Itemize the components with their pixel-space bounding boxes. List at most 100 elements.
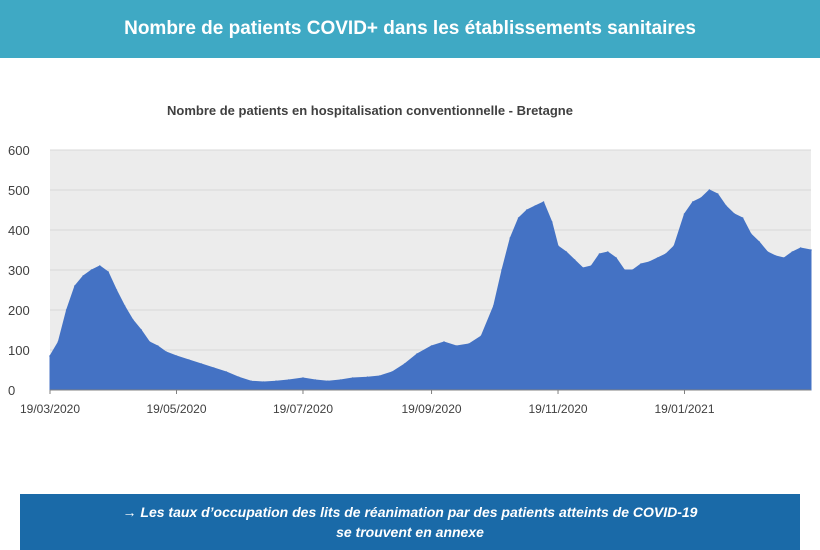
data-point [275,380,277,383]
data-point [598,253,601,255]
data-point [468,343,470,345]
data-point [455,345,458,347]
x-tick-label: 19/09/2020 [402,402,462,416]
data-point [188,359,190,361]
data-point [783,257,785,259]
data-point [443,341,445,343]
data-point [750,233,752,235]
data-point [416,353,418,355]
data-point [700,197,702,199]
data-point [656,257,659,259]
data-point [49,355,51,357]
data-point [430,345,433,347]
y-tick-label: 600 [8,143,30,158]
x-tick-label: 19/05/2020 [146,402,206,416]
data-point [74,285,76,287]
data-point [366,376,369,379]
data-point [673,245,675,247]
data-point [302,377,304,379]
data-point [607,251,609,253]
data-point [648,261,651,263]
data-point [791,251,794,253]
data-point [132,319,134,321]
data-point [123,305,126,307]
chart-title: Nombre de patients en hospitalisation co… [167,103,573,118]
data-point [708,189,711,191]
data-point [480,335,483,337]
data-point [213,367,215,369]
data-point [542,201,545,203]
data-point [582,267,584,269]
data-point [683,213,686,215]
data-point [758,241,760,243]
header-banner: Nombre de patients COVID+ dans les établ… [0,0,820,58]
x-tick-label: 19/03/2020 [20,402,80,416]
y-tick-label: 300 [8,263,30,278]
footer-line-1: → Les taux d’occupation des lits de réan… [122,504,698,520]
data-point [573,259,576,261]
area-series [49,189,812,391]
data-point [492,305,495,307]
data-point [557,245,559,247]
area-chart: 0 100 200 300 400 500 600 19/03/2020 19/05/2020 1… [8,143,812,416]
x-tick-label: 19/11/2020 [528,402,587,416]
data-point [314,379,317,381]
data-point [665,253,667,255]
y-tick-label: 200 [8,303,30,318]
data-point [82,275,84,277]
data-point [526,209,528,211]
data-point [351,377,354,379]
data-point [157,345,159,347]
data-point [107,271,109,273]
footer-banner: → Les taux d’occupation des lits de réan… [20,494,800,550]
data-point [517,217,520,219]
data-point [339,379,342,381]
data-point [327,380,329,383]
data-point [565,251,568,253]
data-point [551,221,553,223]
data-point [640,263,642,265]
data-point [501,269,503,271]
data-point [115,289,118,291]
data-point [90,269,93,271]
data-point [534,205,536,207]
data-point [287,379,290,381]
data-point [590,265,592,267]
x-tick-label: 19/01/2021 [654,402,714,416]
data-point [623,269,626,271]
data-point [615,257,617,259]
data-point [766,251,769,253]
data-point [391,371,393,373]
data-point [774,255,777,257]
footer-line-2: se trouvent en annexe [336,524,484,540]
data-point [200,363,203,365]
data-point [57,341,60,343]
data-point [692,201,694,203]
data-point [509,237,512,239]
data-point [140,329,142,331]
data-point [262,381,265,383]
data-point [175,355,178,357]
header-title: Nombre de patients COVID+ dans les établ… [124,18,696,39]
data-point [631,269,634,271]
data-point [741,217,744,219]
y-tick-label: 0 [8,383,15,398]
data-point [225,371,228,373]
data-point [237,376,240,379]
data-point [810,249,812,251]
x-tick-label: 19/07/2020 [273,402,333,416]
y-tick-label: 400 [8,223,30,238]
data-point [733,213,736,215]
y-tick-label: 500 [8,183,30,198]
data-point [716,193,719,195]
data-point [799,247,802,249]
data-point [725,205,727,207]
data-point [378,375,381,377]
data-point [403,363,406,365]
data-point [148,341,151,343]
data-point [65,309,68,311]
data-point [165,351,167,353]
data-point [250,380,252,383]
data-point [99,265,101,267]
y-tick-label: 100 [8,343,30,358]
